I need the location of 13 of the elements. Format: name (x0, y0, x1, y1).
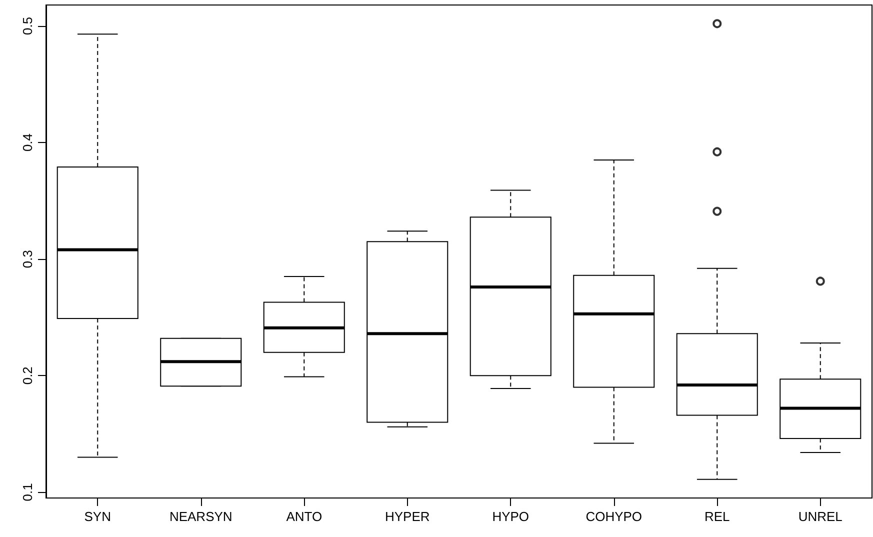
x-tick-label: ANTO (286, 509, 322, 524)
x-tick-label: HYPO (492, 509, 530, 524)
x-tick-label: NEARSYN (169, 509, 232, 524)
x-tick-label: UNREL (798, 509, 842, 524)
x-tick-label: HYPER (384, 509, 430, 524)
y-tick-label: 0.4 (20, 133, 35, 152)
y-tick-label: 0.5 (20, 16, 35, 36)
x-tick-label: REL (704, 509, 730, 524)
x-tick-label: COHYPO (586, 509, 642, 524)
x-tick-label: SYN (84, 509, 111, 524)
y-tick-label: 0.2 (20, 366, 35, 385)
y-tick-label: 0.1 (20, 483, 35, 502)
y-tick-label: 0.3 (20, 250, 35, 268)
